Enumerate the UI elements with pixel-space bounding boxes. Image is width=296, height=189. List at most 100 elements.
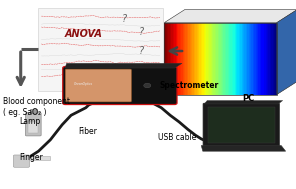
Bar xyxy=(168,23,170,94)
Bar xyxy=(225,23,227,94)
Bar xyxy=(222,23,224,94)
Bar xyxy=(208,23,210,94)
Bar xyxy=(174,23,176,94)
Bar xyxy=(173,23,175,94)
Bar xyxy=(264,23,266,94)
Bar xyxy=(192,23,194,94)
Bar xyxy=(242,23,244,94)
Text: PC: PC xyxy=(243,94,255,103)
Bar xyxy=(184,23,186,94)
Bar xyxy=(188,23,190,94)
Bar xyxy=(211,23,213,94)
Polygon shape xyxy=(204,101,283,104)
Bar xyxy=(230,23,232,94)
Bar xyxy=(236,23,238,94)
Bar xyxy=(223,23,225,94)
Bar xyxy=(221,23,223,94)
Text: OceanOptics: OceanOptics xyxy=(74,82,93,86)
Text: ANOVA: ANOVA xyxy=(65,29,103,39)
Bar xyxy=(253,23,255,94)
Bar xyxy=(28,122,38,133)
Text: Blood component
( eg. SaO₂ ): Blood component ( eg. SaO₂ ) xyxy=(3,97,70,117)
Bar xyxy=(256,23,258,94)
Bar xyxy=(18,156,50,160)
Polygon shape xyxy=(277,9,296,94)
Polygon shape xyxy=(201,146,286,151)
Bar xyxy=(191,23,193,94)
Bar xyxy=(213,23,215,94)
Text: Spectrometer: Spectrometer xyxy=(160,81,219,91)
Text: Fiber: Fiber xyxy=(78,127,97,136)
Bar xyxy=(258,23,260,94)
Bar xyxy=(215,23,217,94)
Bar xyxy=(237,23,239,94)
Bar xyxy=(201,23,203,94)
Bar xyxy=(205,23,207,94)
Bar xyxy=(243,23,245,94)
Bar xyxy=(270,23,272,94)
Bar xyxy=(30,109,37,113)
Text: Finger: Finger xyxy=(19,153,43,162)
Text: ?: ? xyxy=(121,14,126,24)
Bar xyxy=(180,23,182,94)
Bar xyxy=(197,23,199,94)
Bar xyxy=(181,23,183,94)
Bar xyxy=(244,23,247,94)
Bar xyxy=(177,23,179,94)
FancyBboxPatch shape xyxy=(63,67,177,105)
Bar xyxy=(250,23,252,94)
Bar xyxy=(208,107,275,143)
Text: ?: ? xyxy=(139,27,144,37)
Bar xyxy=(271,23,273,94)
Bar xyxy=(209,23,211,94)
Bar xyxy=(190,23,192,94)
Bar xyxy=(249,23,251,94)
Bar xyxy=(246,23,248,94)
Bar xyxy=(257,23,259,94)
Bar xyxy=(274,23,276,94)
Bar xyxy=(233,23,235,94)
Bar xyxy=(207,23,208,94)
Bar xyxy=(275,23,277,94)
FancyBboxPatch shape xyxy=(25,113,41,136)
Bar xyxy=(252,23,253,94)
Bar xyxy=(194,23,196,94)
FancyBboxPatch shape xyxy=(203,103,279,146)
Bar xyxy=(261,23,263,94)
Bar xyxy=(228,23,230,94)
Circle shape xyxy=(144,83,151,88)
Bar xyxy=(247,23,249,94)
Text: Lamp: Lamp xyxy=(19,117,41,126)
Bar xyxy=(187,23,189,94)
Bar xyxy=(164,23,166,94)
Bar xyxy=(218,23,220,94)
Bar xyxy=(164,23,277,94)
Bar xyxy=(239,23,241,94)
Bar xyxy=(260,23,262,94)
Bar xyxy=(226,23,228,94)
Bar xyxy=(178,23,180,94)
Bar xyxy=(170,23,172,94)
Polygon shape xyxy=(164,9,296,23)
Bar xyxy=(176,23,178,94)
Bar xyxy=(171,23,173,94)
FancyBboxPatch shape xyxy=(38,8,163,91)
Bar xyxy=(267,23,269,94)
Bar xyxy=(263,23,265,94)
Bar xyxy=(167,23,169,94)
Bar xyxy=(166,23,168,94)
Bar xyxy=(183,23,185,94)
Text: ?: ? xyxy=(139,46,144,56)
Polygon shape xyxy=(164,81,296,94)
Bar xyxy=(216,23,218,94)
Bar xyxy=(204,23,206,94)
Bar xyxy=(266,23,268,94)
Bar xyxy=(254,23,256,94)
Bar xyxy=(229,23,231,94)
FancyBboxPatch shape xyxy=(65,69,131,102)
Polygon shape xyxy=(65,63,182,68)
Bar xyxy=(185,23,187,94)
Bar xyxy=(202,23,204,94)
Bar xyxy=(200,23,202,94)
Bar xyxy=(268,23,270,94)
